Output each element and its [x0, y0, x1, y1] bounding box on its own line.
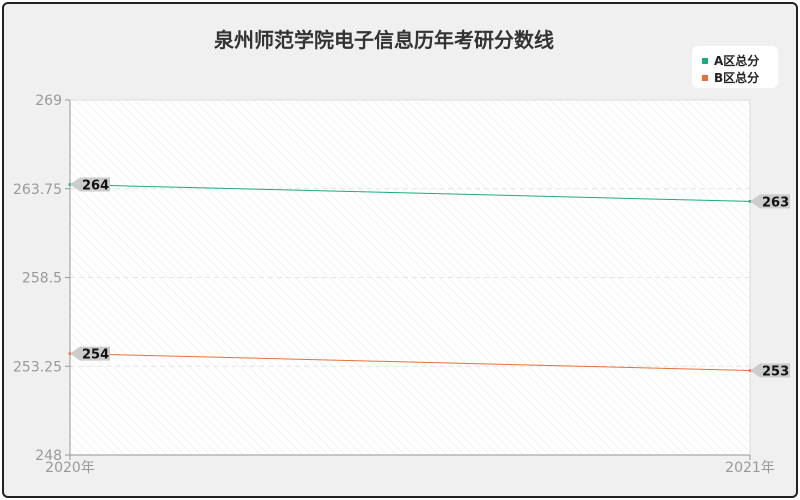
y-tick-label: 269 [35, 93, 62, 109]
data-label-bg [750, 194, 790, 209]
legend-swatch-a [702, 57, 708, 64]
data-label-bg [70, 177, 110, 192]
data-label: 263 [762, 195, 789, 210]
legend-label-b: B区总分 [714, 71, 760, 85]
data-label-bg [750, 363, 790, 378]
legend-item-a[interactable]: A区总分 [702, 52, 759, 69]
series-line-0 [69, 184, 751, 202]
y-tick-label: 248 [35, 448, 62, 464]
series-line-1 [69, 353, 751, 371]
legend-item-b[interactable]: B区总分 [702, 69, 759, 86]
legend-swatch-b [702, 74, 708, 81]
y-tick-label: 253.25 [13, 359, 62, 375]
data-label: 253 [762, 364, 789, 379]
data-label: 264 [82, 179, 109, 194]
chart-title: 泉州师范学院电子信息历年考研分数线 [214, 28, 554, 52]
legend-label-a: A区总分 [714, 54, 760, 68]
y-tick-label: 263.75 [13, 182, 62, 198]
legend: A区总分 B区总分 [692, 46, 778, 88]
y-tick-label: 258.5 [22, 271, 62, 287]
data-label: 254 [82, 348, 109, 363]
data-label-bg [70, 346, 110, 361]
x-tick-label: 2021年 [725, 460, 775, 476]
x-tick-label: 2020年 [45, 460, 95, 476]
plot-area [69, 99, 751, 456]
